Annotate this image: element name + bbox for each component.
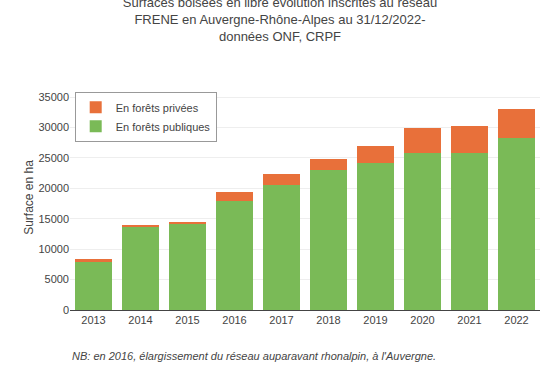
svg-text:En forêts publiques: En forêts publiques: [116, 121, 211, 133]
svg-text:2017: 2017: [269, 314, 293, 326]
svg-text:2014: 2014: [128, 314, 152, 326]
svg-text:15000: 15000: [38, 213, 69, 225]
svg-text:2021: 2021: [457, 314, 481, 326]
svg-text:10000: 10000: [38, 243, 69, 255]
svg-text:20000: 20000: [38, 182, 69, 194]
svg-text:30000: 30000: [38, 121, 69, 133]
svg-text:5000: 5000: [45, 273, 69, 285]
svg-text:Surfaces boisées en libre évol: Surfaces boisées en libre évolution insc…: [123, 0, 437, 44]
svg-text:En forêts privées: En forêts privées: [116, 102, 199, 114]
svg-text:2022: 2022: [504, 314, 528, 326]
svg-text:35000: 35000: [38, 91, 69, 103]
svg-text:0: 0: [63, 304, 69, 316]
svg-text:2018: 2018: [316, 314, 340, 326]
svg-text:Surface en ha: Surface en ha: [22, 160, 36, 235]
svg-text:2015: 2015: [175, 314, 199, 326]
svg-text:25000: 25000: [38, 152, 69, 164]
svg-text:NB: en 2016, élargissement du: NB: en 2016, élargissement du réseau aup…: [72, 350, 436, 362]
svg-text:2016: 2016: [222, 314, 246, 326]
svg-text:2019: 2019: [363, 314, 387, 326]
svg-text:2020: 2020: [410, 314, 434, 326]
svg-text:2013: 2013: [81, 314, 105, 326]
